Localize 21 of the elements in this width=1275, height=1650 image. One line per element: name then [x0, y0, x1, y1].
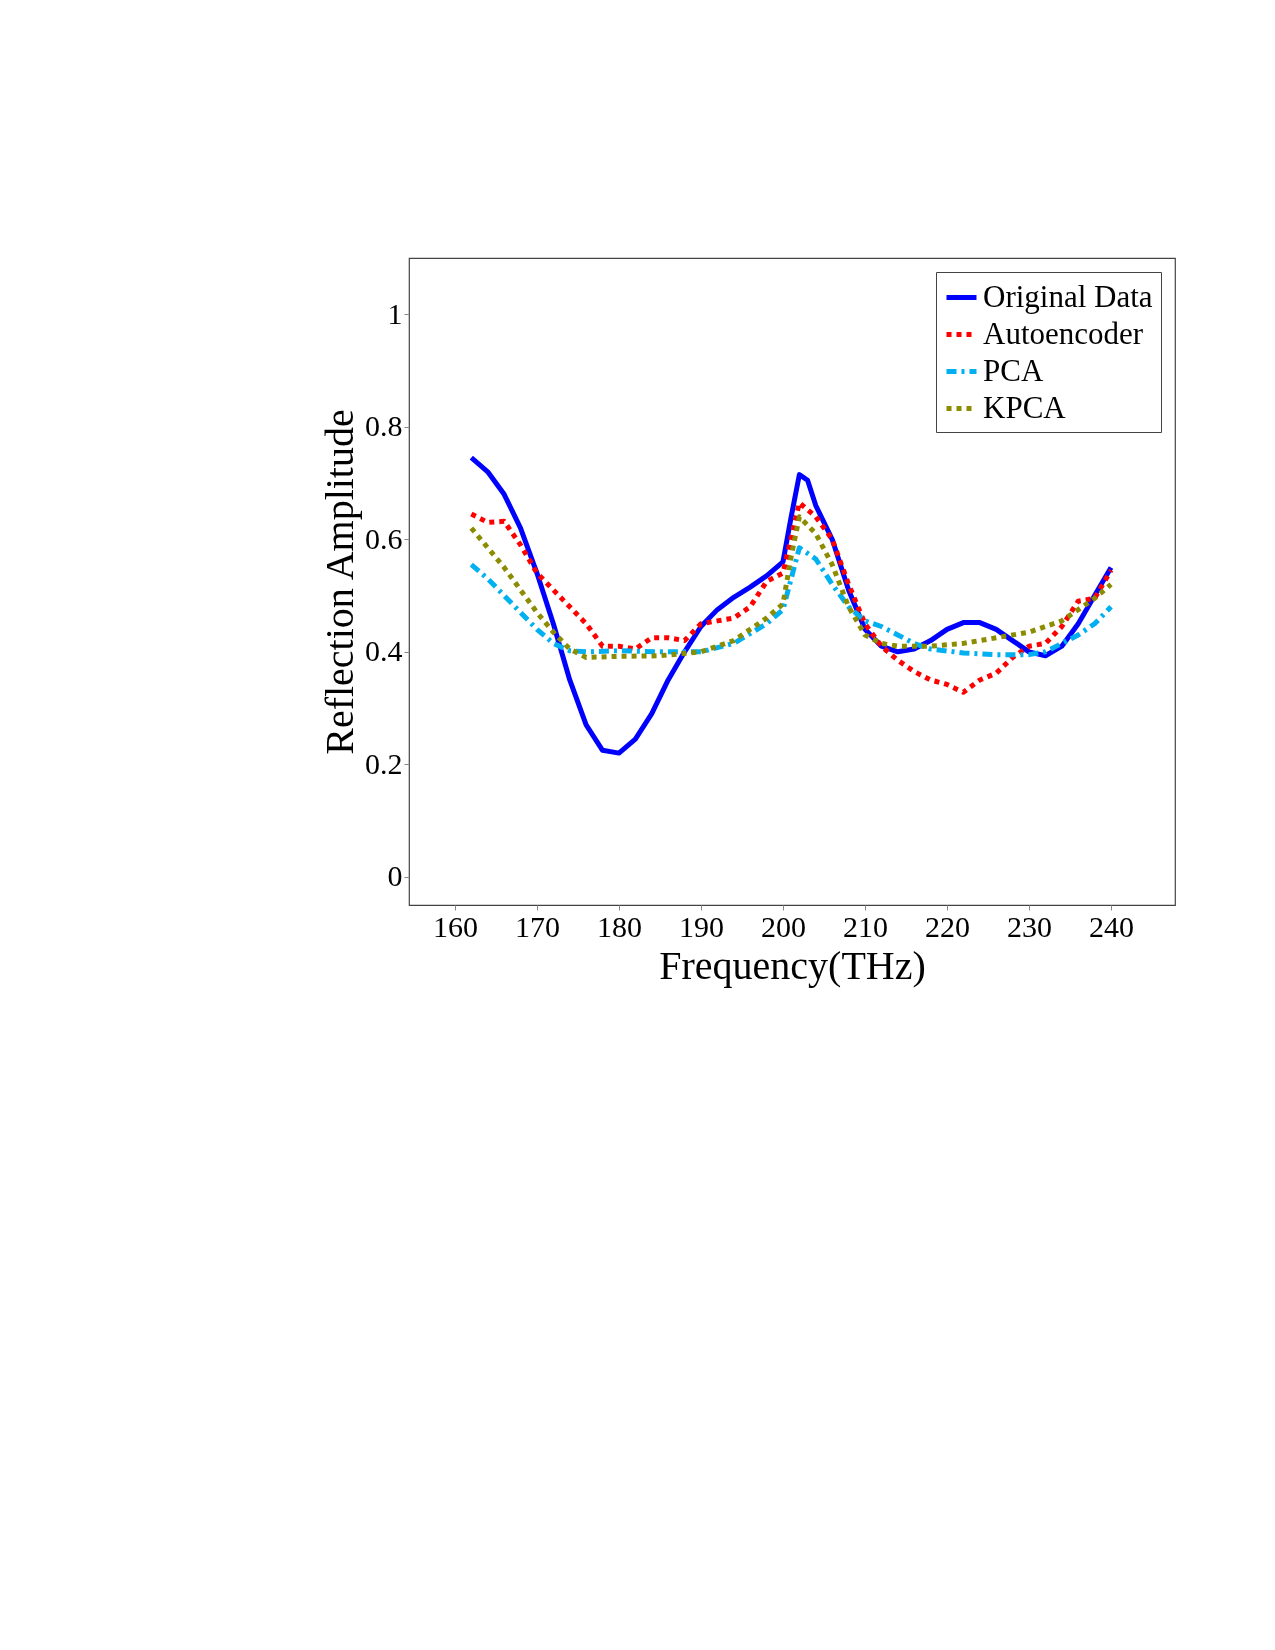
legend-label: KPCA [983, 389, 1067, 425]
x-tick-label: 200 [760, 909, 806, 943]
x-tick-label: 220 [925, 909, 970, 943]
y-tick-label: 0.4 [365, 634, 403, 668]
y-axis-title: Reflection Amplitude [317, 409, 362, 755]
legend-label: Original Data [983, 278, 1153, 314]
y-tick-label: 0.6 [365, 521, 403, 555]
x-axis-title: Frequency(THz) [659, 942, 926, 988]
x-tick-label: 210 [842, 909, 888, 943]
y-tick-label: 0.2 [365, 746, 403, 780]
x-tick-label: 230 [1007, 909, 1053, 943]
y-tick-label: 0 [387, 859, 403, 893]
x-tick-label: 190 [678, 909, 724, 943]
y-tick-label: 1 [387, 296, 403, 330]
x-tick-label: 180 [596, 909, 642, 943]
x-tick-label: 240 [1089, 909, 1135, 943]
y-tick-label: 0.8 [365, 409, 403, 443]
legend-label: Autoencoder [983, 315, 1144, 351]
legend-label: PCA [983, 352, 1044, 388]
x-tick-label: 170 [514, 909, 560, 943]
x-tick-label: 160 [432, 909, 478, 943]
